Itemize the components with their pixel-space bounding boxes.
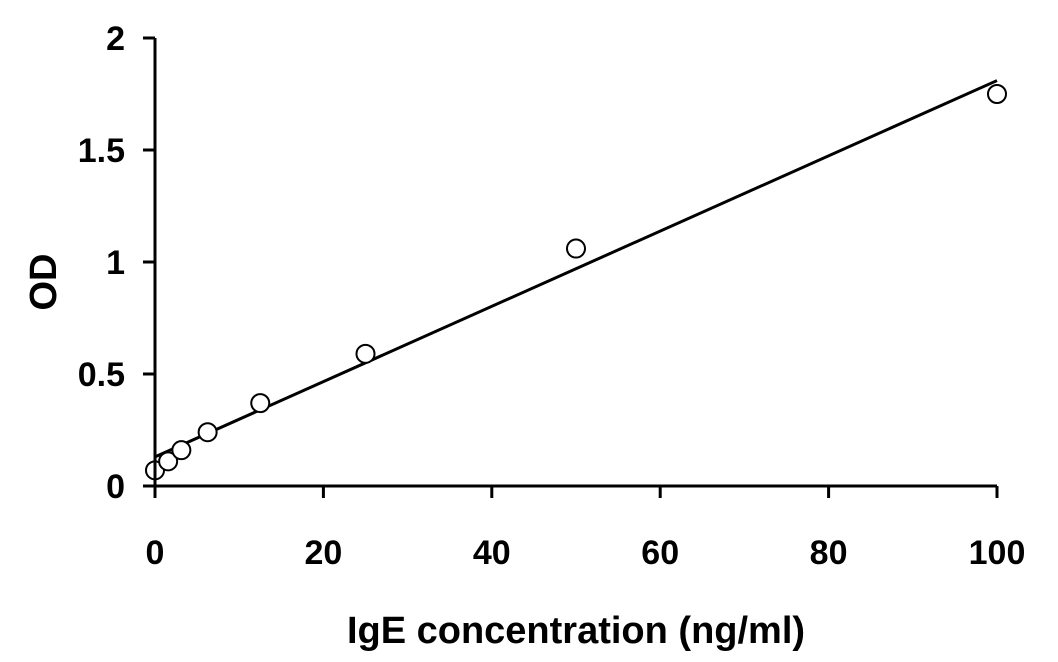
y-tick-label: 1 [106,244,125,282]
x-tick-label: 60 [641,534,679,572]
points-layer [145,84,1007,481]
data-point [355,343,376,364]
data-point [250,393,271,414]
data-point [171,440,192,461]
x-tick-label: 20 [304,534,342,572]
trendline [154,79,998,459]
y-tick-label: 0.5 [78,356,125,394]
x-tick-label: 80 [810,534,848,572]
x-axis-label: IgE concentration (ng/ml) [347,610,805,652]
y-ticks: 0 0.5 1 1.5 2 [78,20,155,506]
y-tick-label: 0 [106,468,125,506]
x-tick-label: 40 [473,534,511,572]
trendline-layer [154,79,998,459]
x-ticks: 0 20 40 60 80 100 [146,486,1026,572]
plot-area [145,79,1007,481]
y-tick-label: 2 [106,20,125,58]
y-tick-label: 1.5 [78,132,125,170]
data-point [987,84,1007,104]
data-point [158,451,179,472]
data-point [566,238,586,259]
x-tick-label: 100 [969,534,1026,572]
data-point [197,422,218,443]
y-axis-label: OD [23,254,65,311]
x-tick-label: 0 [146,534,165,572]
axes: 0 20 40 60 80 100 0 0.5 1 1.5 2 [78,20,1026,572]
